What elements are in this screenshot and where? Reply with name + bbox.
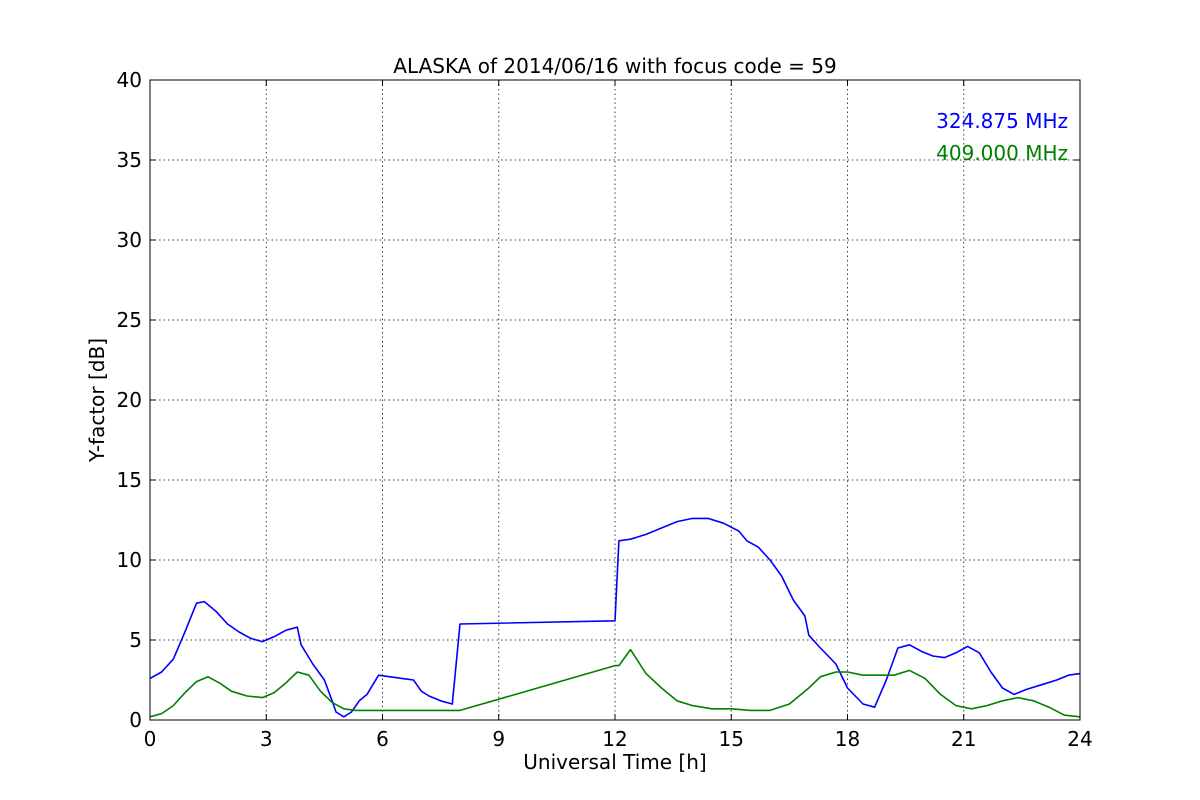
y-axis-title: Y-factor [dB] bbox=[85, 338, 109, 463]
x-tick-label: 3 bbox=[260, 727, 273, 751]
legend-entry-0: 324.875 MHz bbox=[936, 109, 1068, 133]
series-line-1 bbox=[149, 648, 1081, 718]
legend-entry-1: 409.000 MHz bbox=[936, 141, 1068, 165]
x-tick-label: 15 bbox=[719, 727, 744, 751]
x-tick-label: 9 bbox=[492, 727, 505, 751]
legend: 324.875 MHz 409.000 MHz bbox=[936, 109, 1068, 165]
y-tick-label: 15 bbox=[117, 468, 142, 492]
x-tick-label: 0 bbox=[144, 727, 157, 751]
x-tick-label: 21 bbox=[951, 727, 976, 751]
y-tick-label: 35 bbox=[117, 148, 142, 172]
series-line-0 bbox=[149, 517, 1081, 718]
chart-title: ALASKA of 2014/06/16 with focus code = 5… bbox=[393, 54, 836, 78]
x-tick-label: 12 bbox=[602, 727, 627, 751]
y-tick-label: 40 bbox=[117, 68, 142, 92]
grid bbox=[150, 80, 1080, 720]
y-tick-label: 30 bbox=[117, 228, 142, 252]
y-tick-label: 25 bbox=[117, 308, 142, 332]
ticks: 0 3 6 9 12 15 18 21 24 0 5 10 15 20 25 30 35 40 bbox=[117, 68, 1093, 751]
series-layer bbox=[149, 517, 1081, 718]
y-tick-label: 10 bbox=[117, 548, 142, 572]
x-tick-label: 18 bbox=[835, 727, 860, 751]
x-tick-label: 6 bbox=[376, 727, 389, 751]
x-axis-title: Universal Time [h] bbox=[523, 750, 706, 774]
x-tick-label: 24 bbox=[1067, 727, 1092, 751]
y-tick-label: 20 bbox=[117, 388, 142, 412]
y-tick-label: 0 bbox=[129, 708, 142, 732]
y-tick-label: 5 bbox=[129, 628, 142, 652]
